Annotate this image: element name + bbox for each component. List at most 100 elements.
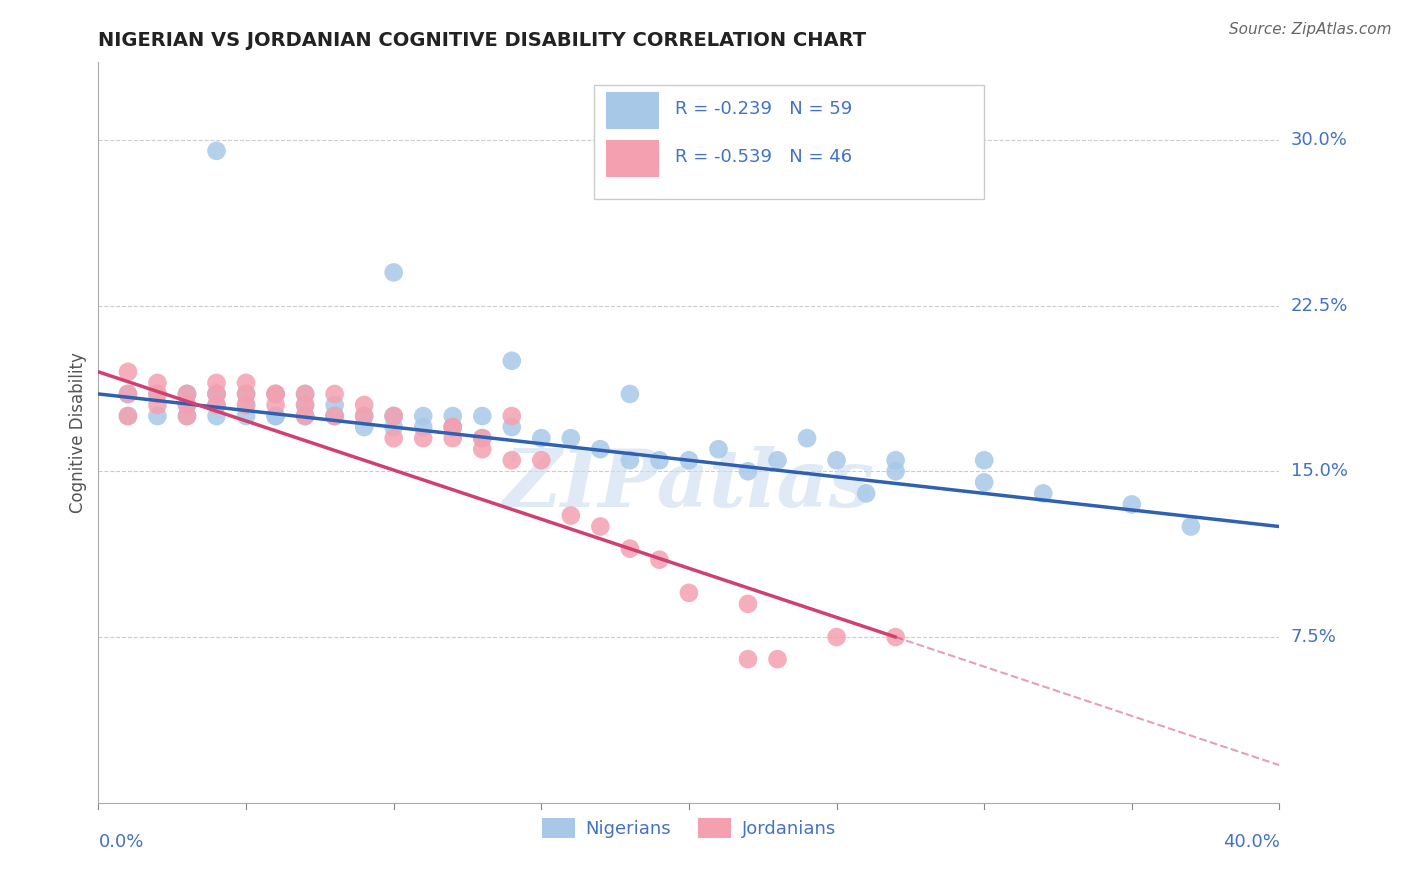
Point [323,409,346,423]
Point [707,442,730,457]
Point [560,431,582,445]
Point [382,265,405,279]
Point [323,387,346,401]
Point [146,387,169,401]
Point [117,409,139,423]
Point [796,431,818,445]
Point [176,398,198,412]
Text: R = -0.539   N = 46: R = -0.539 N = 46 [675,148,852,166]
Point [737,597,759,611]
Point [973,453,995,467]
Point [471,431,494,445]
Point [441,431,464,445]
Point [176,409,198,423]
Text: 30.0%: 30.0% [1291,131,1347,149]
Point [501,409,523,423]
Point [176,387,198,401]
Point [737,464,759,478]
Point [530,431,553,445]
Point [264,387,287,401]
Point [825,453,848,467]
Point [205,398,228,412]
Text: 40.0%: 40.0% [1223,833,1279,851]
Point [146,376,169,390]
Point [117,387,139,401]
Point [235,409,257,423]
Point [1180,519,1202,533]
Point [353,409,375,423]
Point [294,387,316,401]
Point [441,409,464,423]
Point [441,420,464,434]
Point [205,398,228,412]
Point [205,387,228,401]
Text: 7.5%: 7.5% [1291,628,1337,646]
Point [235,398,257,412]
Point [117,387,139,401]
Point [766,652,789,666]
Point [176,409,198,423]
Point [146,387,169,401]
Point [501,420,523,434]
Point [884,464,907,478]
Point [766,453,789,467]
Text: Source: ZipAtlas.com: Source: ZipAtlas.com [1229,22,1392,37]
Point [353,420,375,434]
Point [530,453,553,467]
Point [264,387,287,401]
Point [412,409,434,423]
Point [176,387,198,401]
Point [471,431,494,445]
Point [412,420,434,434]
Point [382,431,405,445]
Point [235,387,257,401]
Point [589,442,612,457]
Point [353,409,375,423]
Point [619,387,641,401]
Point [973,475,995,490]
Point [294,398,316,412]
Point [294,409,316,423]
Point [501,353,523,368]
Text: 15.0%: 15.0% [1291,462,1347,480]
Point [589,519,612,533]
Text: 0.0%: 0.0% [98,833,143,851]
Point [205,387,228,401]
Point [176,398,198,412]
Point [205,387,228,401]
Text: 22.5%: 22.5% [1291,296,1348,315]
Point [382,420,405,434]
Point [264,409,287,423]
Point [117,409,139,423]
Point [117,365,139,379]
Point [825,630,848,644]
Point [678,453,700,467]
Point [884,630,907,644]
Point [382,409,405,423]
Point [146,409,169,423]
Point [264,387,287,401]
Point [471,442,494,457]
Text: NIGERIAN VS JORDANIAN COGNITIVE DISABILITY CORRELATION CHART: NIGERIAN VS JORDANIAN COGNITIVE DISABILI… [98,30,866,50]
Point [441,420,464,434]
Point [1032,486,1054,500]
FancyBboxPatch shape [595,85,984,200]
Point [471,409,494,423]
Legend: Nigerians, Jordanians: Nigerians, Jordanians [534,810,844,846]
Point [855,486,877,500]
Point [412,431,434,445]
Point [737,652,759,666]
Point [323,409,346,423]
Point [382,409,405,423]
Point [648,552,671,566]
Point [560,508,582,523]
Point [205,144,228,158]
Point [1121,498,1143,512]
Point [619,453,641,467]
Point [294,409,316,423]
Point [294,387,316,401]
Point [264,409,287,423]
Y-axis label: Cognitive Disability: Cognitive Disability [69,352,87,513]
Point [441,420,464,434]
Point [353,398,375,412]
